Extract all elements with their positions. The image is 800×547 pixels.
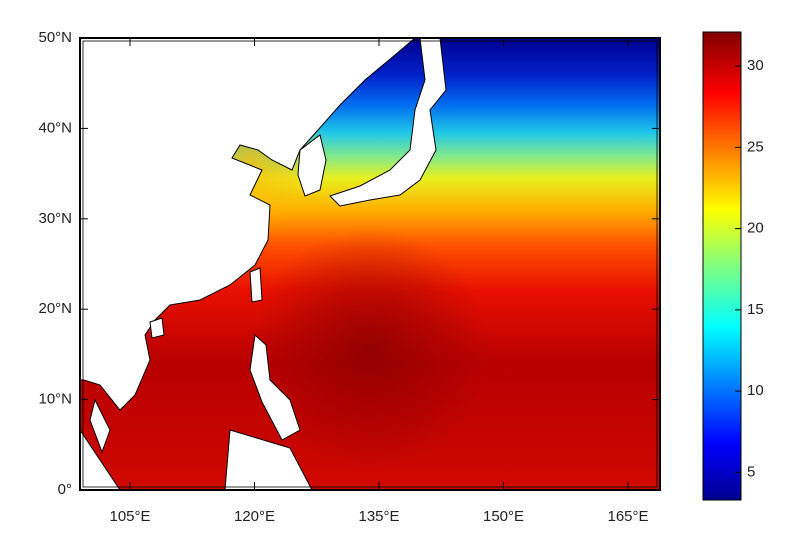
lat-label: 30°N	[38, 210, 72, 227]
lon-label: 105°E	[109, 508, 150, 525]
colorbar-tick-label: 25	[747, 138, 764, 155]
colorbar-tick-label: 20	[747, 220, 764, 237]
colorbar	[702, 31, 742, 501]
colorbar-tick-label: 30	[747, 57, 764, 74]
lon-label: 135°E	[358, 508, 399, 525]
colorbar-tick-label: 15	[747, 301, 764, 318]
lon-label: 120°E	[234, 508, 275, 525]
map-frame-inner	[82, 40, 658, 488]
lat-label: 0°	[58, 481, 72, 498]
lon-label: 165°E	[607, 508, 648, 525]
lat-label: 10°N	[38, 391, 72, 408]
land	[80, 38, 447, 490]
colorbar-tick-label: 10	[747, 382, 764, 399]
colorbar-tick-label: 5	[747, 463, 755, 480]
map-frame	[79, 37, 661, 491]
lat-label: 50°N	[38, 29, 72, 46]
lat-label: 40°N	[38, 119, 72, 136]
lat-label: 20°N	[38, 300, 72, 317]
lon-label: 150°E	[483, 508, 524, 525]
sst-field	[80, 38, 660, 490]
